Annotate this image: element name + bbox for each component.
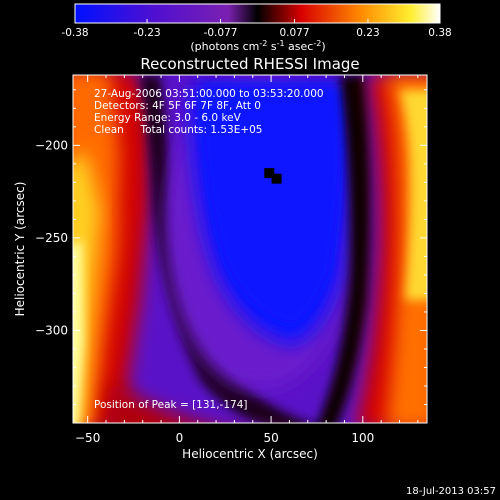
y-tick-label: −300 [35, 323, 68, 337]
peak-position-text: Position of Peak = [131,-174] [94, 399, 248, 411]
info-text: 27-Aug-2006 03:51:00.000 to 03:53:20.000… [94, 88, 324, 411]
y-axis-label: Heliocentric Y (arcsec) [13, 182, 27, 317]
colorbar-tick-label: -0.077 [204, 27, 238, 39]
plot-title: Reconstructed RHESSI Image [140, 55, 359, 73]
x-tick-label: 0 [176, 431, 184, 445]
axes: −50 0 50 100 −200 −250 −300 [35, 75, 427, 445]
footer-date: 18-Jul-2013 03:57 [406, 486, 496, 497]
colorbar-gradient [74, 3, 441, 24]
info-line-time: 27-Aug-2006 03:51:00.000 to 03:53:20.000 [94, 88, 324, 100]
x-tick-label: 100 [351, 431, 374, 445]
peak-marker [264, 168, 275, 179]
x-tick-label: −50 [75, 431, 100, 445]
colorbar-units: (photons cm-2 s-1 asec-2) [190, 39, 325, 53]
peak-marker [271, 173, 282, 184]
x-tick-label: 50 [263, 431, 278, 445]
plot-frame [72, 74, 428, 424]
colorbar-tick-label: -0.23 [133, 27, 160, 39]
info-line-detectors: Detectors: 4F 5F 6F 7F 8F, Att 0 [94, 100, 261, 112]
x-axis-label: Heliocentric X (arcsec) [182, 447, 318, 461]
colorbar-ticks: -0.38 -0.23 -0.077 0.077 0.23 0.38 [61, 19, 452, 39]
y-tick-label: −200 [35, 138, 68, 152]
colorbar-tick-label: -0.38 [61, 27, 88, 39]
colorbar-tick-label: 0.077 [279, 27, 309, 39]
info-line-clean: Clean Total counts: 1.53E+05 [94, 124, 263, 136]
colorbar-tick-label: 0.38 [428, 27, 451, 39]
info-line-energy: Energy Range: 3.0 - 6.0 keV [94, 112, 242, 124]
heatmap [73, 75, 427, 423]
peak-markers [264, 168, 282, 184]
colorbar: -0.38 -0.23 -0.077 0.077 0.23 0.38 (photons c… [61, 3, 452, 53]
y-tick-label: −250 [35, 231, 68, 245]
colorbar-tick-label: 0.23 [356, 27, 379, 39]
